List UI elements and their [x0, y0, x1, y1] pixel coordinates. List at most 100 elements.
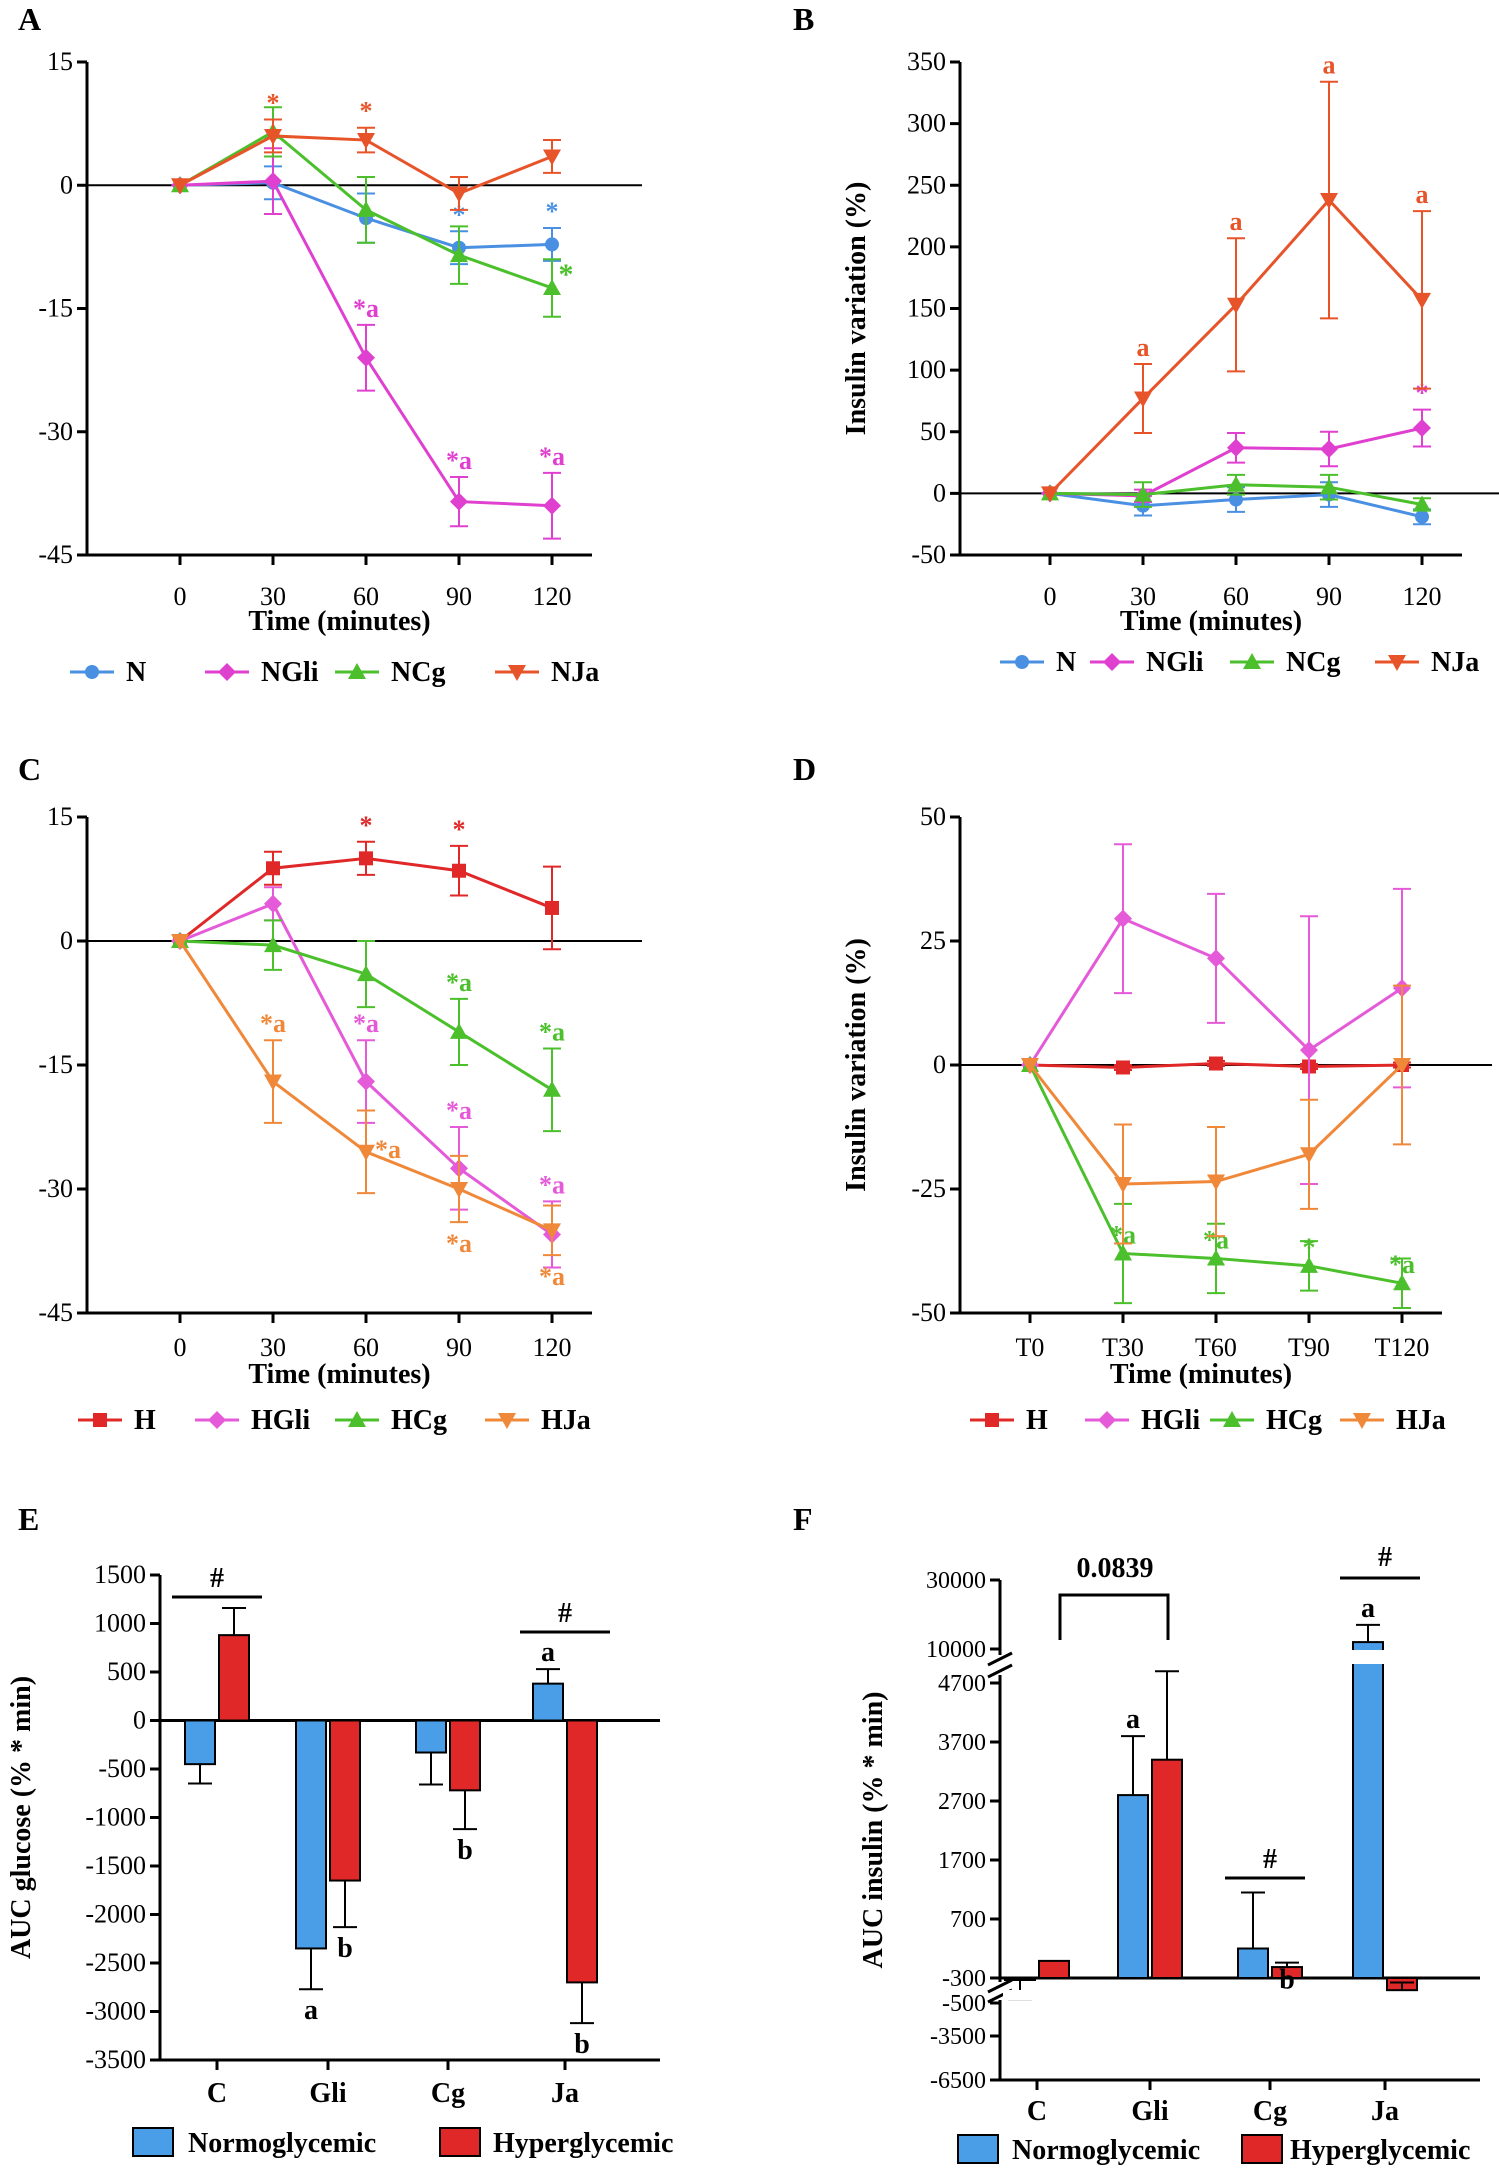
y-tick-label: -300: [942, 1966, 986, 1992]
x-tick-label: C: [207, 2078, 227, 2109]
y-tick-label: 50: [920, 802, 946, 831]
y-tick-label: 300: [907, 109, 946, 138]
data-point: [1320, 478, 1338, 495]
data-point: [1041, 486, 1059, 503]
series-HCg: *a *a: [171, 919, 565, 1133]
legend-label: H: [1026, 1405, 1048, 1436]
legend-label: Hyperglycemic: [493, 2128, 673, 2159]
x-tick-label: 0: [174, 1333, 187, 1362]
significance-letter: b: [457, 1835, 473, 1866]
legend-marker: [1223, 1411, 1241, 1427]
x-tick-label: 60: [353, 582, 379, 611]
y-tick-label: -15: [38, 294, 73, 323]
x-tick-label: 30: [260, 1333, 286, 1362]
data-point: [1393, 1274, 1411, 1291]
bracket-label: #: [1263, 1844, 1277, 1875]
data-point: [1207, 1174, 1225, 1191]
y-tick-label: -45: [38, 1298, 73, 1327]
data-point: [452, 863, 466, 878]
data-point: [264, 936, 282, 953]
data-point: [1114, 909, 1132, 928]
legend-marker: [1098, 1411, 1116, 1429]
legend-label: HCg: [391, 1405, 447, 1436]
series-NGli: *: [1041, 379, 1431, 505]
data-point: [450, 246, 468, 263]
significance-label: *a: [260, 1009, 286, 1038]
x-tick-label: T60: [1195, 1333, 1237, 1362]
legend-label: N: [1056, 647, 1076, 678]
x-tick-label: 90: [446, 1333, 472, 1362]
bar: [449, 1719, 481, 1792]
x-tick-label: T0: [1016, 1333, 1045, 1362]
legend-label: HGli: [1141, 1405, 1200, 1436]
y-tick-label: -3000: [85, 1997, 146, 2026]
x-tick-label: 90: [446, 582, 472, 611]
data-point: [1413, 292, 1431, 309]
panel-letter: E: [18, 1501, 39, 1537]
legend-marker: [208, 1411, 226, 1429]
y-tick-label: 0: [133, 1706, 146, 1735]
data-point: [543, 496, 561, 515]
bar-break-gap: [1003, 1990, 1037, 2000]
y-tick-label: -3500: [85, 2045, 146, 2074]
significance-label: *a: [446, 1229, 472, 1258]
x-tick-label: T30: [1102, 1333, 1144, 1362]
y-tick-label: 25: [920, 926, 946, 955]
y-tick-label: 500: [107, 1657, 146, 1686]
panel-B: B 350 300 250 200 150 100 50 0 -50 0 30 60 90 120 Time …: [793, 1, 1499, 678]
y-tick-label: -2500: [85, 1948, 146, 1977]
bar: [1352, 1641, 1384, 1979]
significance-label: *: [1416, 379, 1429, 408]
x-axis-label: Time (minutes): [1110, 1359, 1292, 1390]
data-point: [171, 934, 189, 950]
bar: [184, 1719, 216, 1766]
series-HCg: *a *a **a: [1021, 1056, 1415, 1310]
data-point: [359, 851, 373, 866]
data-point: [1209, 1056, 1223, 1071]
bracket: [1058, 1593, 1170, 1640]
bar-break-gap: [1351, 1650, 1385, 1664]
data-point: [1227, 438, 1245, 457]
data-point: [357, 348, 375, 367]
bar: [1117, 1794, 1149, 1979]
data-point: [264, 1074, 282, 1091]
y-tick-label: -15: [38, 1050, 73, 1079]
y-axis-label: AUC glucose (% * min): [6, 1676, 37, 1959]
bar: [566, 1719, 598, 1984]
data-point: [1114, 1244, 1132, 1261]
data-point: [264, 128, 282, 145]
data-point: [1320, 440, 1338, 459]
series-H: [1023, 1056, 1411, 1075]
significance-label: *: [559, 258, 574, 291]
data-point: [450, 186, 468, 203]
y-tick-label: -25: [911, 1174, 946, 1203]
x-tick-label: T90: [1288, 1333, 1330, 1362]
legend-marker: [348, 1411, 366, 1427]
data-point: [1207, 949, 1225, 968]
y-tick-label: 250: [907, 170, 946, 199]
x-tick-label: 30: [1130, 582, 1156, 611]
legend-label: H: [134, 1405, 156, 1436]
y-tick-label: -30: [38, 1174, 73, 1203]
x-tick-label: T120: [1375, 1333, 1430, 1362]
legend-marker: [1015, 655, 1029, 669]
y-tick-label: 150: [907, 294, 946, 323]
data-point: [264, 172, 282, 191]
legend-label: NCg: [391, 657, 445, 688]
x-axis-label: Time (minutes): [248, 606, 430, 637]
x-axis-label: Time (minutes): [248, 1359, 430, 1390]
x-tick-label: 120: [533, 582, 572, 611]
significance-label: *a: [375, 1135, 401, 1164]
y-axis-label: AUC insulin (% * min): [858, 1692, 889, 1969]
y-tick-label: 1500: [94, 1560, 146, 1589]
y-tick-label: -6500: [930, 2068, 986, 2094]
y-tick-label: 15: [47, 47, 73, 76]
bar: [415, 1719, 447, 1754]
x-tick-label: 90: [1316, 582, 1342, 611]
data-point: [450, 1182, 468, 1198]
significance-label: a: [1137, 333, 1150, 362]
significance-letter: b: [574, 2029, 590, 2060]
series-NJa: * *: [171, 89, 561, 211]
bar: [1038, 1959, 1070, 1980]
x-tick-label: Cg: [431, 2078, 465, 2109]
